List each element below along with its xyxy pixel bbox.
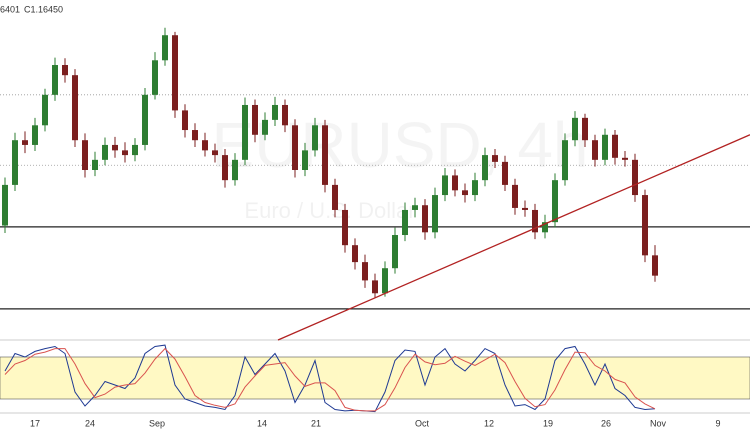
candle-body bbox=[222, 155, 228, 181]
stoch-line bbox=[4, 347, 656, 412]
candle-body bbox=[592, 140, 598, 160]
candle-body bbox=[72, 75, 78, 141]
x-tick-label: 21 bbox=[311, 418, 321, 428]
candle-body bbox=[12, 140, 18, 185]
x-tick-label: Sep bbox=[149, 418, 165, 428]
candle-body bbox=[442, 175, 448, 196]
candle-body bbox=[62, 65, 68, 76]
candle-body bbox=[622, 157, 628, 160]
candle-body bbox=[182, 110, 188, 131]
candle-body bbox=[212, 150, 218, 156]
candle-body bbox=[562, 140, 568, 181]
candle-body bbox=[472, 180, 478, 196]
candle-body bbox=[642, 195, 648, 256]
candle-body bbox=[32, 125, 38, 145]
candle-body bbox=[142, 94, 148, 145]
candle-body bbox=[52, 65, 58, 95]
candle-body bbox=[92, 159, 98, 170]
candle-body bbox=[652, 255, 658, 276]
candle-body bbox=[42, 94, 48, 126]
candle-body bbox=[202, 140, 208, 151]
candle-body bbox=[162, 35, 168, 61]
band bbox=[0, 356, 750, 400]
candle-body bbox=[392, 235, 398, 269]
candle-body bbox=[322, 125, 328, 185]
candle-body bbox=[232, 159, 238, 181]
candle-body bbox=[482, 155, 488, 181]
candle-body bbox=[512, 184, 518, 208]
candle-body bbox=[82, 140, 88, 170]
candle-body bbox=[342, 209, 348, 246]
stoch-line bbox=[4, 344, 656, 413]
x-tick-label: Oct bbox=[415, 418, 430, 428]
watermark: EURUSD, 4h bbox=[212, 109, 589, 181]
candle-body bbox=[452, 175, 458, 191]
candle-body bbox=[312, 125, 318, 151]
candle-body bbox=[492, 155, 498, 162]
candle-body bbox=[332, 184, 338, 210]
candle-body bbox=[242, 104, 248, 160]
candle-body bbox=[522, 207, 528, 210]
trend-line bbox=[277, 134, 750, 341]
candle-body bbox=[172, 35, 178, 111]
header-close: C1.16450 bbox=[24, 4, 63, 14]
candle-body bbox=[192, 130, 198, 141]
x-tick-label: 14 bbox=[257, 418, 267, 428]
candle-body bbox=[582, 117, 588, 141]
candle-body bbox=[2, 184, 8, 226]
candle-body bbox=[282, 104, 288, 126]
x-tick-label: Nov bbox=[650, 418, 667, 428]
x-tick-label: 24 bbox=[85, 418, 95, 428]
candle-body bbox=[382, 268, 388, 294]
candle-body bbox=[402, 209, 408, 236]
candle-body bbox=[252, 104, 258, 135]
candle-body bbox=[632, 159, 638, 196]
x-tick-label: 9 bbox=[715, 418, 720, 428]
x-tick-label: 26 bbox=[601, 418, 611, 428]
candle-body bbox=[292, 125, 298, 170]
candle-body bbox=[272, 104, 278, 120]
candle-body bbox=[612, 134, 618, 158]
candle-body bbox=[302, 150, 308, 170]
header-low: 6401 bbox=[0, 4, 20, 14]
candle-body bbox=[552, 180, 558, 223]
x-tick-label: 17 bbox=[30, 418, 40, 428]
candle-body bbox=[542, 222, 548, 233]
candle-body bbox=[112, 144, 118, 151]
watermark-subtitle: Euro / U.S. Dollar bbox=[244, 198, 415, 223]
candle-body bbox=[102, 144, 108, 160]
candle-body bbox=[152, 60, 158, 95]
candle-body bbox=[412, 205, 418, 210]
candle-body bbox=[362, 262, 368, 281]
x-tick-label: 12 bbox=[484, 418, 494, 428]
x-tick-label: 19 bbox=[543, 418, 553, 428]
candle-body bbox=[532, 209, 538, 233]
candle-body bbox=[372, 280, 378, 294]
candle-body bbox=[432, 195, 438, 233]
candle-body bbox=[462, 190, 468, 196]
candle-body bbox=[572, 117, 578, 141]
candle-body bbox=[22, 140, 28, 145]
candle-body bbox=[132, 144, 138, 156]
candle-body bbox=[502, 161, 508, 185]
candle-body bbox=[352, 245, 358, 263]
candle-body bbox=[122, 150, 128, 156]
candle-body bbox=[602, 134, 608, 160]
candle-body bbox=[262, 119, 268, 135]
candle-body bbox=[422, 205, 428, 233]
